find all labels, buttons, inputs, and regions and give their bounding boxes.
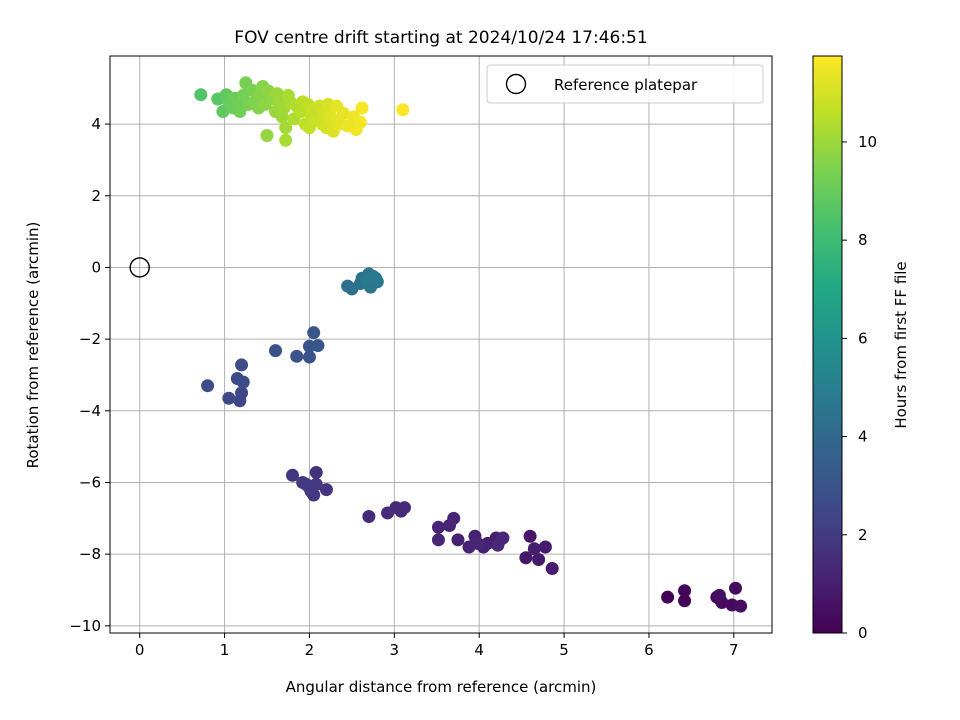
scatter-point xyxy=(496,531,510,545)
colorbar-tick-label: 10 xyxy=(858,133,877,151)
scatter-point xyxy=(729,581,743,595)
scatter-point xyxy=(319,483,333,497)
scatter-point xyxy=(307,326,321,340)
y-tick-label: 4 xyxy=(91,115,101,133)
scatter-point xyxy=(470,536,484,550)
scatter-point xyxy=(269,344,282,358)
x-axis-label: Angular distance from reference (arcmin) xyxy=(286,678,597,696)
y-tick-label: −10 xyxy=(69,617,101,635)
x-tick-label: 5 xyxy=(559,641,569,659)
scatter-point xyxy=(285,468,299,482)
scatter-point xyxy=(431,520,445,534)
x-tick-label: 6 xyxy=(644,641,654,659)
scatter-point xyxy=(222,391,236,405)
scatter-point xyxy=(396,103,410,117)
scatter-point xyxy=(538,540,552,554)
scatter-point xyxy=(194,88,208,102)
scatter-point xyxy=(260,129,274,143)
colorbar-tick-label: 2 xyxy=(858,526,868,544)
x-tick-label: 3 xyxy=(390,641,400,659)
scatter-point xyxy=(279,133,293,147)
x-tick-label: 1 xyxy=(220,641,230,659)
scatter-point xyxy=(309,465,323,479)
scatter-point xyxy=(235,358,249,372)
scatter-point xyxy=(302,350,316,364)
scatter-point xyxy=(451,533,465,547)
y-tick-label: 2 xyxy=(91,187,101,205)
scatter-point xyxy=(311,339,325,353)
scatter-point xyxy=(532,553,546,567)
legend-box xyxy=(486,64,764,104)
colorbar-tick-label: 0 xyxy=(858,624,868,642)
scatter-point xyxy=(398,501,412,515)
colorbar-ticks: 0 2 4 6 8 10 xyxy=(842,133,877,642)
reference-platepar-point xyxy=(129,257,150,278)
scatter-point xyxy=(545,561,559,575)
x-tick-label: 0 xyxy=(135,641,145,659)
colorbar-tick-label: 6 xyxy=(858,329,868,347)
scatter-point xyxy=(712,588,726,602)
x-tick-label: 7 xyxy=(729,641,739,659)
y-axis-label: Rotation from reference (arcmin) xyxy=(24,222,42,469)
scatter-point xyxy=(519,551,533,565)
scatter-point xyxy=(290,349,304,363)
y-tick-label: −2 xyxy=(79,330,101,348)
x-axis-ticks: 0 1 2 3 4 5 6 7 xyxy=(135,633,739,659)
colorbar-tick-label: 8 xyxy=(858,231,868,249)
y-tick-label: −4 xyxy=(79,402,101,420)
scatter-point xyxy=(527,542,541,556)
scatter-point xyxy=(279,121,293,135)
colorbar: 0 2 4 6 8 10 Hours from first FF file xyxy=(812,55,910,642)
scatter-point xyxy=(523,529,537,543)
scatter-point xyxy=(201,379,215,393)
data-points xyxy=(129,76,748,613)
scatter-point xyxy=(336,106,350,120)
scatter-point xyxy=(302,481,316,495)
colorbar-tick-label: 4 xyxy=(858,428,868,446)
scatter-point xyxy=(431,533,445,547)
x-tick-label: 4 xyxy=(474,641,484,659)
scatter-point xyxy=(362,510,376,524)
x-tick-label: 2 xyxy=(305,641,315,659)
scatter-point xyxy=(235,386,249,400)
colorbar-gradient xyxy=(812,55,843,634)
y-axis-ticks: −10 −8 −6 −4 −2 0 2 4 xyxy=(69,115,110,635)
scatter-point xyxy=(355,101,369,115)
colorbar-label: Hours from first FF file xyxy=(892,261,910,428)
y-tick-label: 0 xyxy=(91,258,101,276)
legend-entry-reference-platepar: Reference platepar xyxy=(554,76,698,94)
scatter-point xyxy=(353,115,367,129)
scatter-point xyxy=(734,599,748,613)
y-tick-label: −6 xyxy=(79,473,101,491)
scatter-point xyxy=(442,518,456,532)
y-tick-label: −8 xyxy=(79,545,101,563)
scatter-point xyxy=(366,269,380,283)
scatter-point xyxy=(381,506,395,520)
chart-title: FOV centre drift starting at 2024/10/24 … xyxy=(234,28,647,48)
legend-reference-marker xyxy=(505,73,527,95)
scatter-point xyxy=(236,375,250,389)
legend: Reference platepar xyxy=(486,64,764,104)
scatter-point xyxy=(233,105,247,119)
scatter-point xyxy=(661,590,675,604)
scatter-point xyxy=(678,584,692,598)
grid-lines xyxy=(110,56,772,633)
scatter-point xyxy=(678,594,692,608)
plot-frame xyxy=(109,55,773,634)
